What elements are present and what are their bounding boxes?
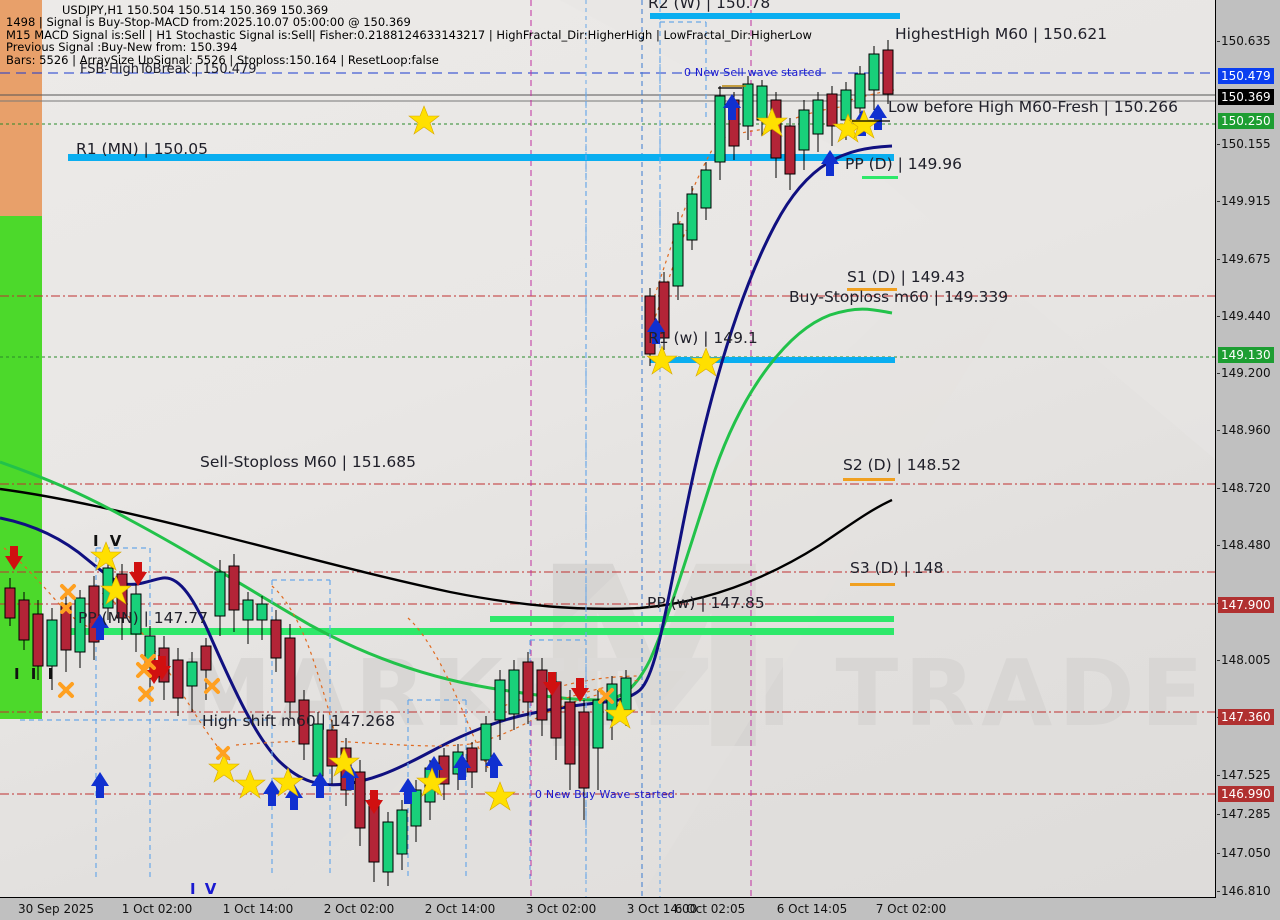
level-label-buy-stoploss: Buy-Stoploss m60 | 149.339: [789, 288, 1009, 306]
level-label-s1-d: S1 (D) | 149.43: [847, 268, 965, 286]
price-badge-bid: 150.479: [1218, 68, 1274, 84]
time-tick: 6 Oct 14:05: [776, 902, 848, 916]
price-tick: 147.050: [1217, 846, 1271, 860]
level-label-s3-d: S3 (D) | 148: [850, 559, 944, 577]
time-axis[interactable]: 30 Sep 2025 1 Oct 02:00 1 Oct 14:00 2 Oc…: [0, 899, 1216, 920]
price-tick: 148.480: [1217, 538, 1271, 552]
price-badge-red-1: 147.900: [1218, 597, 1274, 613]
level-label-s2-d: S2 (D) | 148.52: [843, 456, 961, 474]
level-label-highest-high: HighestHigh M60 | 150.621: [895, 25, 1108, 43]
cross-markers: [58, 584, 614, 760]
level-label-fsb-high-to-break: FSB-HighToBreak | 150.479: [80, 62, 257, 77]
price-badge-green-2: 149.130: [1218, 347, 1274, 363]
price-badge-red-2: 147.360: [1218, 709, 1274, 725]
time-tick: 7 Oct 02:00: [875, 902, 947, 916]
signal-arrows: [5, 94, 887, 814]
chart-vector-layer: [0, 0, 1215, 897]
header-line-indicators: M15 MACD Signal is:Sell | H1 Stochastic …: [6, 27, 812, 42]
level-label-r2w: R2 (W) | 150.78: [648, 0, 771, 12]
session-band-orange: [0, 0, 42, 216]
header-line-previous-signal: Previous Signal :Buy-New from: 150.394: [6, 40, 238, 55]
annotation-new-buy-wave: 0 New Buy Wave started: [535, 788, 675, 801]
level-label-sell-stoploss: Sell-Stoploss M60 | 151.685: [200, 453, 416, 471]
time-tick: 2 Oct 14:00: [424, 902, 496, 916]
wave-marker-iv-a: I V: [93, 532, 125, 550]
header-line-symbol: USDJPY,H1 150.504 150.514 150.369 150.36…: [62, 3, 329, 17]
price-tick: 147.285: [1217, 807, 1271, 821]
level-label-high-shift: High shift m60 | 147.268: [202, 712, 395, 730]
chart-info-header: USDJPY,H1 150.504 150.514 150.369 150.36…: [6, 4, 812, 66]
level-label-pp-w: PP (w) | 147.85: [647, 594, 765, 612]
level-label-low-before-high: Low before High M60-Fresh | 150.266: [888, 98, 1178, 116]
price-badge-last: 150.369: [1218, 89, 1274, 105]
price-tick: 148.005: [1217, 653, 1271, 667]
time-tick: 6 Oct 02:05: [674, 902, 746, 916]
level-label-pp-d: PP (D) | 149.96: [845, 155, 962, 173]
header-line-bars: Bars: 5526 | ArraySize UpSignal: 5526 | …: [6, 52, 439, 67]
time-tick: 3 Oct 14:00: [626, 902, 698, 916]
price-axis[interactable]: 150.635 150.155 149.915 149.675 149.440 …: [1217, 0, 1280, 898]
price-tick: 150.155: [1217, 137, 1271, 151]
star-markers: [90, 105, 880, 811]
price-tick: 149.440: [1217, 309, 1271, 323]
price-tick: 149.675: [1217, 252, 1271, 266]
wave-marker-iv-b: I V: [190, 880, 219, 898]
price-tick: 149.915: [1217, 194, 1271, 208]
chart-plot-area[interactable]: M MARKETZ I TRADE: [0, 0, 1216, 898]
time-tick: 30 Sep 2025: [17, 902, 95, 916]
annotation-new-sell-wave: 0 New Sell wave started: [684, 66, 822, 79]
time-tick: 1 Oct 02:00: [121, 902, 193, 916]
level-label-r1-w: R1 (w) | 149.1: [648, 329, 758, 347]
wave-marker-iii: I I I: [14, 665, 57, 683]
price-tick: 147.525: [1217, 768, 1271, 782]
time-tick: 3 Oct 02:00: [525, 902, 597, 916]
price-badge-green-1: 150.250: [1218, 113, 1274, 129]
level-label-pp-mn: PP (MN) | 147.77: [78, 609, 208, 627]
price-tick: 150.635: [1217, 34, 1271, 48]
header-line-signal: 1498 | Signal is Buy-Stop-MACD from:2025…: [6, 15, 411, 30]
price-tick: 148.960: [1217, 423, 1271, 437]
time-tick: 2 Oct 02:00: [323, 902, 395, 916]
price-tick: 149.200: [1217, 366, 1271, 380]
price-tick: 148.720: [1217, 481, 1271, 495]
axis-corner: [1217, 899, 1280, 920]
level-label-r1-mn: R1 (MN) | 150.05: [76, 140, 208, 158]
time-tick: 1 Oct 14:00: [222, 902, 294, 916]
price-tick: 146.810: [1217, 884, 1271, 898]
price-badge-red-3: 146.990: [1218, 786, 1274, 802]
